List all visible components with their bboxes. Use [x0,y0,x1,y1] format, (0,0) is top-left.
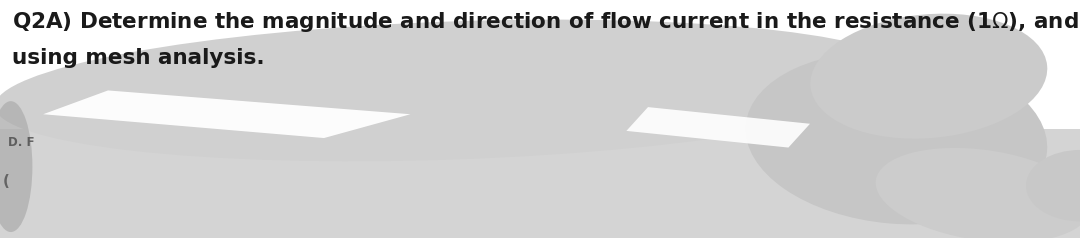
Ellipse shape [810,14,1048,139]
Ellipse shape [0,20,913,161]
Ellipse shape [745,52,1048,224]
Text: Q2A) Determine the magnitude and direction of flow current in the resistance (1$: Q2A) Determine the magnitude and directi… [12,10,1080,34]
FancyBboxPatch shape [0,95,1080,238]
Polygon shape [626,107,810,148]
FancyBboxPatch shape [0,0,1080,129]
Ellipse shape [0,101,32,232]
Text: D. F: D. F [8,136,35,149]
Ellipse shape [876,148,1080,238]
Text: (: ( [3,174,10,189]
Ellipse shape [1026,150,1080,221]
Text: using mesh analysis.: using mesh analysis. [12,48,265,68]
Polygon shape [43,90,410,138]
